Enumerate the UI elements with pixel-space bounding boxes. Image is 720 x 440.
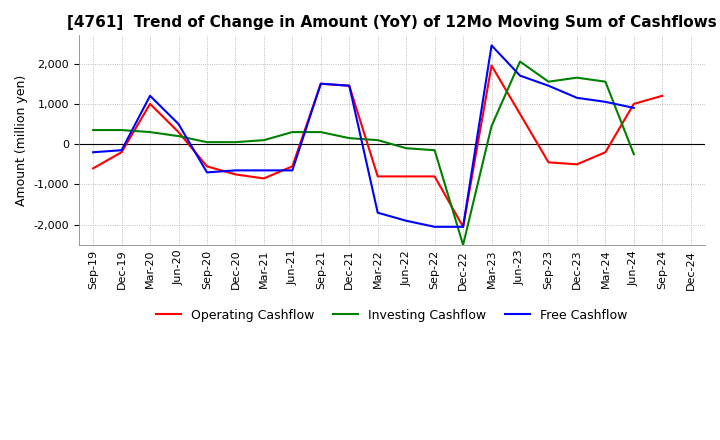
Free Cashflow — [487, 43, 496, 48]
Free Cashflow — [174, 121, 183, 127]
Free Cashflow — [516, 73, 524, 78]
Operating Cashflow — [629, 101, 638, 106]
Investing Cashflow — [601, 79, 610, 84]
Line: Operating Cashflow: Operating Cashflow — [93, 66, 662, 227]
Investing Cashflow — [431, 147, 439, 153]
Free Cashflow — [431, 224, 439, 229]
Operating Cashflow — [202, 164, 211, 169]
Operating Cashflow — [231, 172, 240, 177]
Operating Cashflow — [145, 101, 154, 106]
Investing Cashflow — [145, 129, 154, 135]
Free Cashflow — [260, 168, 269, 173]
Operating Cashflow — [516, 111, 524, 117]
Operating Cashflow — [374, 174, 382, 179]
Free Cashflow — [231, 168, 240, 173]
Free Cashflow — [544, 83, 553, 88]
Free Cashflow — [459, 224, 467, 229]
Operating Cashflow — [572, 161, 581, 167]
Investing Cashflow — [459, 242, 467, 248]
Free Cashflow — [117, 147, 126, 153]
Free Cashflow — [572, 95, 581, 100]
Free Cashflow — [288, 168, 297, 173]
Y-axis label: Amount (million yen): Amount (million yen) — [15, 74, 28, 206]
Free Cashflow — [317, 81, 325, 86]
Investing Cashflow — [202, 139, 211, 145]
Investing Cashflow — [288, 129, 297, 135]
Free Cashflow — [345, 83, 354, 88]
Operating Cashflow — [431, 174, 439, 179]
Investing Cashflow — [89, 128, 97, 133]
Operating Cashflow — [544, 160, 553, 165]
Operating Cashflow — [117, 150, 126, 155]
Free Cashflow — [89, 150, 97, 155]
Investing Cashflow — [260, 138, 269, 143]
Free Cashflow — [202, 170, 211, 175]
Free Cashflow — [629, 105, 638, 110]
Investing Cashflow — [174, 133, 183, 139]
Investing Cashflow — [516, 59, 524, 64]
Operating Cashflow — [658, 93, 667, 99]
Investing Cashflow — [117, 128, 126, 133]
Free Cashflow — [402, 218, 410, 224]
Operating Cashflow — [402, 174, 410, 179]
Operating Cashflow — [89, 166, 97, 171]
Investing Cashflow — [374, 138, 382, 143]
Investing Cashflow — [231, 139, 240, 145]
Investing Cashflow — [572, 75, 581, 81]
Free Cashflow — [601, 99, 610, 104]
Investing Cashflow — [402, 146, 410, 151]
Operating Cashflow — [459, 224, 467, 229]
Legend: Operating Cashflow, Investing Cashflow, Free Cashflow: Operating Cashflow, Investing Cashflow, … — [151, 304, 633, 327]
Investing Cashflow — [345, 136, 354, 141]
Operating Cashflow — [174, 129, 183, 135]
Free Cashflow — [374, 210, 382, 215]
Operating Cashflow — [260, 176, 269, 181]
Operating Cashflow — [317, 81, 325, 86]
Operating Cashflow — [288, 164, 297, 169]
Investing Cashflow — [544, 79, 553, 84]
Operating Cashflow — [345, 83, 354, 88]
Investing Cashflow — [317, 129, 325, 135]
Investing Cashflow — [629, 152, 638, 157]
Free Cashflow — [145, 93, 154, 99]
Line: Investing Cashflow: Investing Cashflow — [93, 62, 634, 245]
Investing Cashflow — [487, 123, 496, 128]
Title: [4761]  Trend of Change in Amount (YoY) of 12Mo Moving Sum of Cashflows: [4761] Trend of Change in Amount (YoY) o… — [67, 15, 717, 30]
Line: Free Cashflow: Free Cashflow — [93, 45, 634, 227]
Operating Cashflow — [487, 63, 496, 68]
Operating Cashflow — [601, 150, 610, 155]
